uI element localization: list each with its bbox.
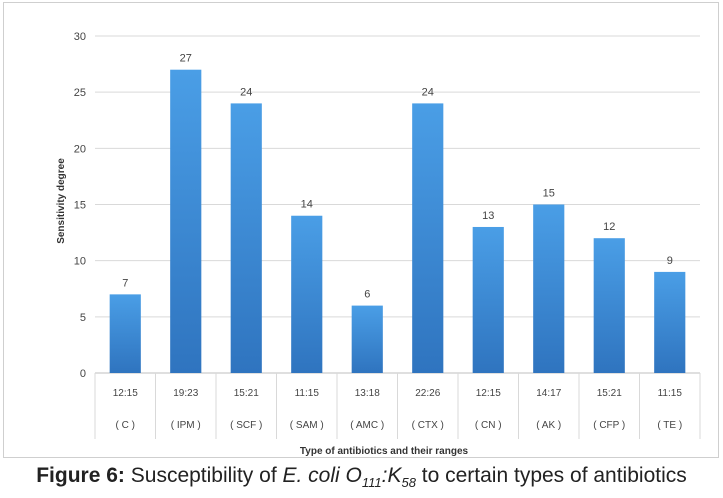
data-label: 24	[240, 86, 252, 98]
y-tick-label: 10	[74, 256, 86, 268]
caption-separator: :K	[381, 464, 402, 487]
chart-frame: 12:15 ( C ) 19:23 ( IPM ) 15:21 ( SCF ) 11:15 (…	[3, 2, 719, 458]
caption-organism: E. coli O	[282, 464, 362, 487]
category-antibiotic-label: ( CFP )	[593, 420, 625, 431]
category-antibiotic-label: ( AK )	[536, 420, 561, 431]
category-antibiotic-label: ( SAM )	[290, 420, 324, 431]
category-range-label: 11:15	[295, 388, 320, 399]
y-axis-title: Sensitivity degree	[56, 158, 67, 244]
bar	[291, 215, 323, 373]
bar	[230, 103, 262, 374]
bar-series	[109, 69, 686, 374]
y-tick-label: 0	[80, 368, 86, 380]
data-label: 13	[482, 210, 494, 222]
category-antibiotic-label: ( IPM )	[171, 420, 201, 431]
category-range-label: 14:17	[536, 388, 561, 399]
data-labels: 7 27 24 14 6 24 13 15 12 9	[122, 53, 673, 301]
data-label: 7	[122, 277, 128, 289]
figure-caption: Figure 6: Susceptibility of E. coli O111…	[0, 461, 723, 498]
category-range-label: 22:26	[415, 388, 440, 399]
bar	[170, 69, 202, 373]
caption-text-before: Susceptibility of	[124, 464, 283, 487]
category-antibiotic-label: ( TE )	[657, 420, 682, 431]
data-label: 15	[543, 188, 555, 200]
y-tick-label: 25	[74, 87, 86, 99]
bar	[351, 305, 383, 373]
category-range-label: 12:15	[476, 388, 501, 399]
data-label: 9	[667, 255, 673, 267]
data-label: 12	[603, 221, 615, 233]
bar	[412, 103, 444, 374]
bar	[109, 294, 141, 373]
category-range-label: 15:21	[597, 388, 622, 399]
bar	[472, 226, 504, 373]
category-antibiotic-label: ( C )	[116, 420, 135, 431]
data-label: 27	[180, 53, 192, 65]
caption-label: Figure 6:	[36, 464, 125, 487]
caption-text-after: to certain types of antibiotics	[415, 464, 687, 487]
bar-chart: 12:15 ( C ) 19:23 ( IPM ) 15:21 ( SCF ) 11:15 (…	[56, 31, 701, 457]
data-label: 6	[364, 289, 370, 301]
data-label: 14	[301, 199, 313, 211]
category-antibiotic-label: ( SCF )	[230, 420, 262, 431]
axes: 0 5 10 15 20 25 30	[74, 31, 86, 380]
category-table: 12:15 ( C ) 19:23 ( IPM ) 15:21 ( SCF ) 11:15 (…	[94, 372, 701, 439]
data-label: 24	[422, 86, 434, 98]
bar	[593, 238, 625, 373]
y-tick-label: 15	[74, 200, 86, 212]
category-antibiotic-label: ( AMC )	[350, 420, 384, 431]
y-tick-label: 30	[74, 31, 86, 43]
category-antibiotic-label: ( CN )	[475, 420, 502, 431]
caption-subscript-2: 58	[401, 475, 416, 490]
category-antibiotic-label: ( CTX )	[412, 420, 444, 431]
category-range-label: 11:15	[658, 388, 683, 399]
bar	[533, 204, 565, 373]
category-range-label: 15:21	[234, 388, 259, 399]
x-axis-title: Type of antibiotics and their ranges	[300, 446, 469, 457]
y-tick-label: 20	[74, 143, 86, 155]
bar	[654, 271, 686, 373]
y-tick-label: 5	[80, 312, 86, 324]
caption-subscript-1: 111	[361, 475, 382, 490]
category-range-label: 19:23	[173, 388, 198, 399]
category-range-label: 13:18	[355, 388, 380, 399]
category-range-label: 12:15	[113, 388, 138, 399]
